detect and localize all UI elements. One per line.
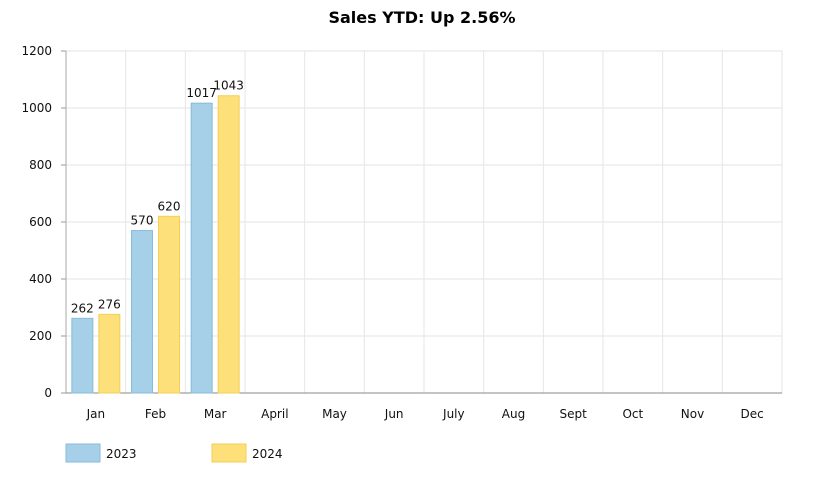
y-tick-label: 400 — [29, 272, 52, 286]
bar-2023-mar[interactable] — [190, 102, 213, 394]
y-tick-label: 1000 — [21, 101, 52, 115]
bar-2024-jan[interactable] — [98, 313, 121, 394]
bar-2023-feb[interactable] — [131, 230, 153, 394]
x-tick-label: Feb — [145, 407, 166, 421]
x-tick-label: Dec — [741, 407, 764, 421]
legend[interactable]: 2023 2024 — [65, 443, 283, 463]
x-tick-label: May — [322, 407, 347, 421]
x-tick-label: Aug — [502, 407, 525, 421]
grid — [65, 50, 783, 393]
data-label: 262 — [71, 301, 94, 315]
bar-2024-feb[interactable] — [158, 215, 180, 394]
x-tick-label: Oct — [622, 407, 643, 421]
y-tick-label: 0 — [44, 386, 52, 400]
bars — [71, 95, 240, 394]
x-tick-label: Sept — [560, 407, 588, 421]
y-tick-label: 600 — [29, 215, 52, 229]
legend-label-2024[interactable]: 2024 — [252, 447, 283, 461]
y-tick-label: 800 — [29, 158, 52, 172]
axes: 0 200 400 600 800 1000 1200 Jan Feb Mar April May Ju… — [21, 44, 782, 421]
x-tick-label: Mar — [204, 407, 227, 421]
y-tick-label: 200 — [29, 329, 52, 343]
data-label: 276 — [98, 297, 121, 311]
x-tick-label: Jun — [384, 407, 404, 421]
bar-2024-mar[interactable] — [217, 95, 240, 394]
data-label: 1043 — [213, 79, 244, 93]
data-label: 1017 — [186, 86, 217, 100]
legend-label-2023[interactable]: 2023 — [106, 447, 137, 461]
legend-swatch-2024[interactable] — [211, 443, 247, 463]
y-tick-label: 1200 — [21, 44, 52, 58]
data-label: 570 — [131, 214, 154, 228]
x-tick-label: Jan — [86, 407, 106, 421]
chart-title: Sales YTD: Up 2.56% — [328, 8, 515, 27]
bar-2023-jan[interactable] — [71, 317, 94, 394]
data-label: 620 — [158, 199, 181, 213]
x-tick-label: July — [442, 407, 465, 421]
x-tick-label: April — [261, 407, 288, 421]
x-tick-label: Nov — [681, 407, 704, 421]
data-labels: 262 570 1017 276 620 1043 — [71, 79, 244, 316]
legend-swatch-2023[interactable] — [65, 443, 101, 463]
